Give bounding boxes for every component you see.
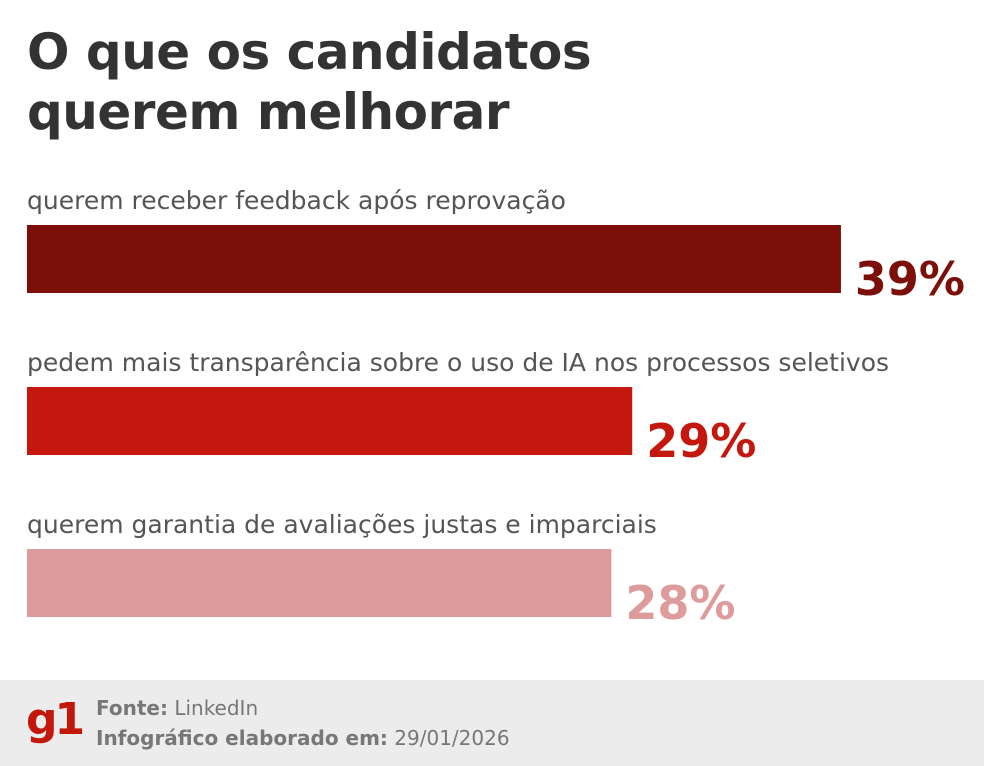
value-label: 29% [646,414,756,468]
bar [27,387,633,455]
date: 29/01/2026 [394,726,510,750]
date-line: Infográfico elaborado em: 29/01/2026 [96,726,510,750]
value-label: 39% [855,252,965,306]
category-label: querem receber feedback após reprovação [27,186,566,215]
category-label: pedem mais transparência sobre o uso de … [27,348,889,377]
chart: querem receber feedback após reprovação 3… [27,186,965,630]
source-label: Fonte: [96,696,168,720]
source-line: Fonte: LinkedIn [96,696,258,720]
value-label: 28% [625,576,735,630]
logo: g1 [26,694,85,745]
footer: g1 Fonte: LinkedIn Infográfico elaborado… [0,680,984,766]
bar [27,225,841,293]
category-label: querem garantia de avaliações justas e i… [27,510,657,539]
chart-title: O que os candidatos querem melhorar [27,23,592,141]
bar [27,549,612,617]
source: LinkedIn [174,696,259,720]
date-label: Infográfico elaborado em: [96,726,388,750]
